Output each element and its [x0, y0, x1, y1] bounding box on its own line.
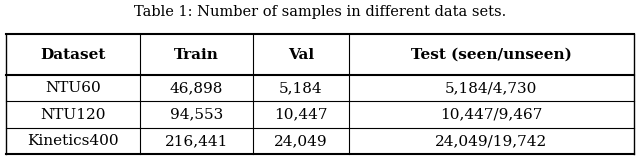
- Text: Table 1: Number of samples in different data sets.: Table 1: Number of samples in different …: [134, 5, 506, 19]
- Text: Val: Val: [288, 48, 314, 62]
- Text: 24,049: 24,049: [274, 134, 328, 148]
- Text: Dataset: Dataset: [40, 48, 106, 62]
- Text: NTU120: NTU120: [40, 108, 106, 122]
- Text: Train: Train: [173, 48, 219, 62]
- Text: Kinetics400: Kinetics400: [27, 134, 119, 148]
- Text: 5,184/4,730: 5,184/4,730: [445, 81, 538, 95]
- Text: 10,447: 10,447: [274, 108, 328, 122]
- Text: 5,184: 5,184: [279, 81, 323, 95]
- Text: Test (seen/unseen): Test (seen/unseen): [411, 48, 572, 62]
- Text: 10,447/9,467: 10,447/9,467: [440, 108, 542, 122]
- Text: 94,553: 94,553: [170, 108, 223, 122]
- Text: 216,441: 216,441: [164, 134, 228, 148]
- Text: 24,049/19,742: 24,049/19,742: [435, 134, 547, 148]
- Text: NTU60: NTU60: [45, 81, 101, 95]
- Text: 46,898: 46,898: [170, 81, 223, 95]
